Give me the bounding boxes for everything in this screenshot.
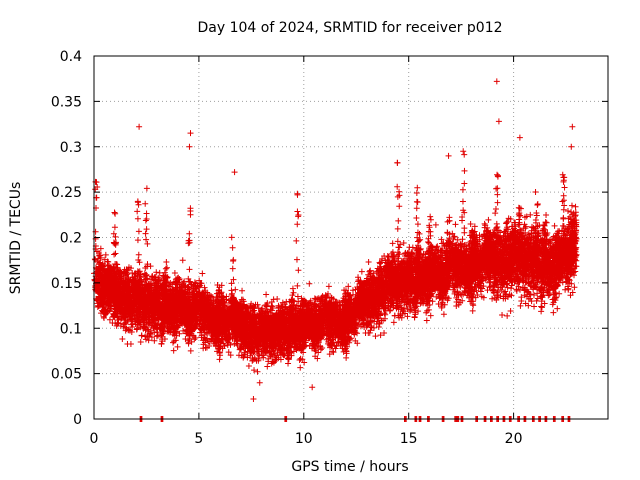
data-point — [263, 291, 270, 298]
data-point — [123, 267, 130, 274]
data-point — [199, 270, 206, 277]
data-point — [107, 272, 114, 279]
data-point — [99, 265, 106, 272]
data-point — [107, 302, 114, 309]
data-point — [97, 245, 104, 252]
data-point — [117, 323, 124, 330]
data-point — [128, 328, 135, 335]
data-point — [112, 250, 119, 257]
data-point — [117, 268, 124, 275]
data-point — [119, 335, 126, 342]
data-point — [102, 251, 109, 258]
data-point — [109, 319, 116, 326]
data-point — [95, 302, 102, 309]
data-point — [137, 338, 144, 345]
data-point — [111, 268, 118, 275]
data-point — [101, 306, 108, 313]
data-point — [104, 258, 111, 265]
data-point — [245, 362, 252, 369]
data-point — [97, 252, 104, 259]
data-point — [171, 270, 178, 277]
data-points — [91, 78, 580, 422]
data-point — [142, 336, 149, 343]
data-point — [284, 355, 291, 362]
data-point — [124, 266, 131, 273]
data-point — [179, 257, 186, 264]
data-point — [182, 335, 189, 342]
data-point — [170, 347, 177, 354]
data-point — [187, 347, 194, 354]
data-point — [174, 343, 181, 350]
data-point — [101, 261, 108, 268]
data-point — [127, 340, 134, 347]
data-point — [232, 286, 239, 293]
data-point — [134, 325, 141, 332]
data-point — [274, 296, 281, 303]
data-point — [163, 258, 170, 265]
data-point — [114, 264, 121, 271]
data-point — [138, 332, 145, 339]
data-point — [121, 320, 128, 327]
data-point — [106, 316, 113, 323]
data-point — [111, 314, 118, 321]
data-point — [125, 287, 132, 294]
data-point — [239, 287, 246, 294]
data-point — [96, 252, 103, 259]
data-point — [162, 265, 169, 272]
data-point — [128, 265, 135, 272]
data-point — [264, 363, 271, 370]
